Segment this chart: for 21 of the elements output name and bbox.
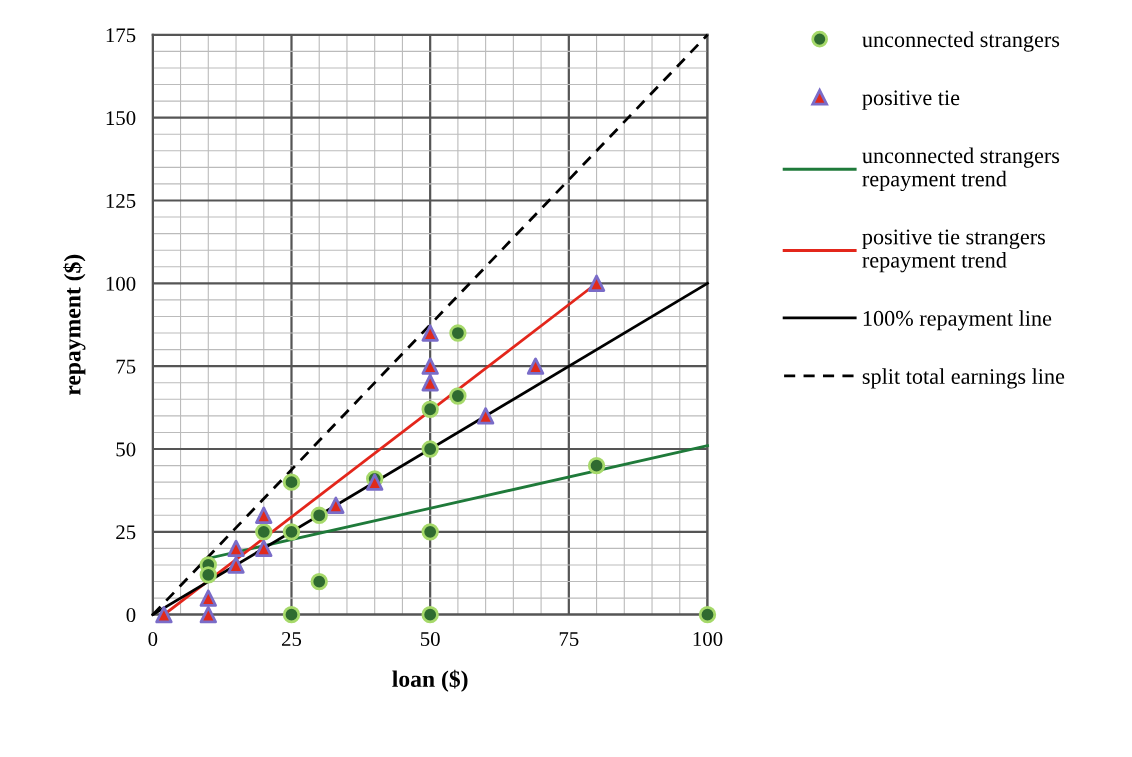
x-tick-label: 100: [693, 631, 723, 647]
legend-label: unconnected strangers: [862, 31, 1060, 52]
y-tick-label: 75: [116, 359, 136, 374]
legend-label: unconnected strangers repayment trend: [862, 147, 1060, 192]
y-tick-label: 0: [126, 608, 136, 623]
y-tick-label: 100: [106, 276, 136, 291]
x-tick-label: 0: [148, 631, 158, 647]
y-tick-label: 25: [116, 525, 136, 540]
x-axis-title: loan ($): [392, 669, 468, 692]
x-tick-label: 50: [420, 631, 440, 647]
y-tick-label: 50: [116, 442, 136, 457]
x-tick-label: 25: [281, 632, 302, 647]
y-tick-label: 150: [106, 111, 136, 126]
legend-label: positive tie: [862, 90, 960, 110]
y-axis-title: repayment ($): [63, 254, 86, 396]
y-tick-label: 175: [106, 28, 136, 43]
legend-label: split total earnings line: [862, 368, 1065, 389]
x-tick-label: 75: [559, 632, 579, 647]
legend-label: 100% repayment line: [863, 310, 1052, 331]
y-tick-label: 125: [106, 193, 136, 208]
legend-label: positive tie strangers repayment trend: [862, 229, 1045, 273]
